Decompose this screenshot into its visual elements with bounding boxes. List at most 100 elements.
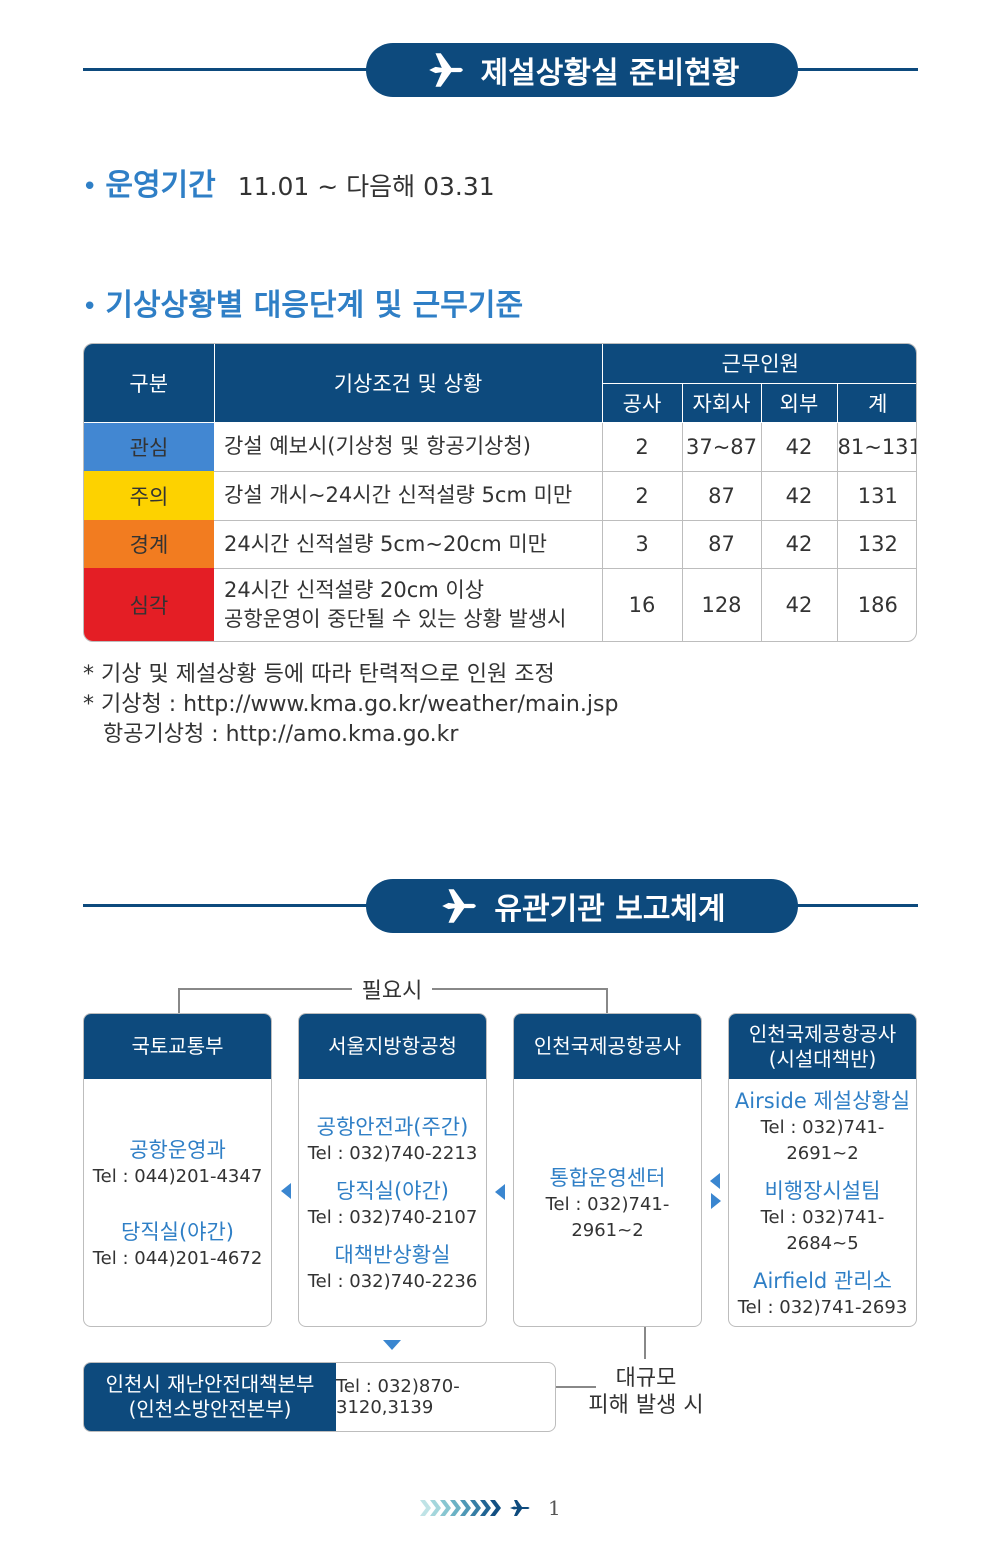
org-name: 서울지방항공청 <box>328 1034 457 1058</box>
value-cell: 42 <box>761 422 838 472</box>
section-header-prep: 제설상황실 준비현황 <box>83 43 918 97</box>
header-sub-total: 계 <box>837 383 916 423</box>
large-connector-vertical <box>644 1327 646 1359</box>
org-header: 국토교통부 <box>84 1014 271 1079</box>
value-cell: 2 <box>602 422 683 472</box>
org-body: 통합운영센터 Tel : 032)741-2961~2 <box>514 1079 701 1326</box>
condition-line: 공항운영이 중단될 수 있는 상황 발생시 <box>224 607 567 632</box>
bullet-dot: • <box>82 292 98 322</box>
header-sub-external: 외부 <box>761 383 838 423</box>
org-header: 인천국제공항공사 <box>514 1014 701 1079</box>
arrow-left-icon <box>495 1184 505 1200</box>
condition-line: 24시간 신적설량 20cm 이상 <box>224 578 485 603</box>
operation-label: 운영기간 <box>105 168 216 203</box>
staffing-table: 구분 기상조건 및 상황 근무인원 공사 자회사 외부 계 관심 강설 예보시(… <box>83 343 917 642</box>
level-cell: 경계 <box>84 520 214 568</box>
org-iiac-facility: 인천국제공항공사 (시설대책반) Airside 제설상황실 Tel : 032… <box>728 1013 917 1327</box>
dept-tel: Tel : 032)740-2213 <box>307 1142 478 1164</box>
section-title: 제설상황실 준비현황 <box>480 56 740 91</box>
dept-tel: Tel : 044)201-4672 <box>92 1247 263 1269</box>
level-cell: 주의 <box>84 471 214 520</box>
page-footer: 1 <box>420 1496 561 1520</box>
dept-tel: Tel : 032)740-2107 <box>307 1206 478 1228</box>
dept-name: 공항운영과 <box>129 1137 226 1162</box>
header-sub-corp: 공사 <box>602 383 683 423</box>
org-subname: (인천소방안전본부) <box>128 1397 292 1421</box>
value-cell: 42 <box>761 520 838 569</box>
section-header-reporting: 유관기관 보고체계 <box>83 879 918 933</box>
table-row: 주의 강설 개시∼24시간 신적설량 5cm 미만 2 87 42 131 <box>84 471 916 521</box>
value-cell: 131 <box>837 471 916 521</box>
dept-name: 당직실(야간) <box>121 1219 234 1244</box>
org-body: 공항안전과(주간) Tel : 032)740-2213 당직실(야간) Tel… <box>299 1079 486 1326</box>
large-damage-label: 대규모 피해 발생 시 <box>582 1365 710 1419</box>
arrow-right-icon <box>711 1193 721 1209</box>
value-cell: 128 <box>682 568 762 641</box>
dept-tel: Tel : 032)741-2691~2 <box>760 1116 885 1164</box>
header-pill: 제설상황실 준비현황 <box>366 43 798 97</box>
bullet-dot: • <box>82 172 98 202</box>
org-iiac: 인천국제공항공사 통합운영센터 Tel : 032)741-2961~2 <box>513 1013 702 1327</box>
header-sub-subsidiary: 자회사 <box>682 383 762 423</box>
level-cell: 심각 <box>84 568 214 641</box>
table-notes: * 기상 및 제설상황 등에 따라 탄력적으로 인원 조정 * 기상청 : ht… <box>83 660 618 750</box>
note-kma-link[interactable]: * 기상청 : http://www.kma.go.kr/weather/mai… <box>83 692 619 717</box>
chevron-arrows-icon <box>420 1500 530 1516</box>
org-header: 인천시 재난안전대책본부 (인천소방안전본부) <box>84 1363 336 1431</box>
header-pill: 유관기관 보고체계 <box>366 879 798 933</box>
criteria-label: 기상상황별 대응단계 및 근무기준 <box>105 288 524 323</box>
org-tel: Tel : 032)870-3120,3139 <box>336 1376 460 1418</box>
org-header: 서울지방항공청 <box>299 1014 486 1079</box>
page-number: 1 <box>548 1496 561 1520</box>
org-name: 인천국제공항공사 <box>748 1021 897 1046</box>
org-molit: 국토교통부 공항운영과 Tel : 044)201-4347 당직실(야간) T… <box>83 1013 272 1327</box>
value-cell: 2 <box>602 471 683 521</box>
arrow-down-icon <box>383 1340 401 1350</box>
dept-tel: Tel : 032)740-2236 <box>307 1270 478 1292</box>
airplane-icon <box>442 889 477 923</box>
table-row: 관심 강설 예보시(기상청 및 항공기상청) 2 37~87 42 81~131 <box>84 422 916 472</box>
header-condition: 기상조건 및 상황 <box>214 344 603 423</box>
dept-tel: Tel : 032)741-2684~5 <box>760 1206 885 1254</box>
dept-tel: Tel : 044)201-4347 <box>92 1165 263 1187</box>
value-cell: 16 <box>602 568 683 641</box>
airplane-icon <box>428 53 463 87</box>
table-row: 심각 24시간 신적설량 20cm 이상 공항운영이 중단될 수 있는 상황 발… <box>84 568 916 641</box>
dept-name: 대책반상황실 <box>334 1242 451 1267</box>
org-body: Airside 제설상황실 Tel : 032)741-2691~2 비행장시설… <box>729 1079 916 1326</box>
condition-cell: 24시간 신적설량 5cm∼20cm 미만 <box>214 520 603 569</box>
need-connector-right <box>606 988 608 1014</box>
value-cell: 3 <box>602 520 683 569</box>
value-cell: 42 <box>761 471 838 521</box>
org-name: 국토교통부 <box>131 1034 224 1058</box>
large-damage-line: 대규모 <box>615 1366 677 1391</box>
dept-name: 당직실(야간) <box>336 1178 449 1203</box>
dept-name: 통합운영센터 <box>549 1165 666 1190</box>
note-staffing: * 기상 및 제설상황 등에 따라 탄력적으로 인원 조정 <box>83 662 555 687</box>
condition-cell: 강설 예보시(기상청 및 항공기상청) <box>214 422 603 472</box>
value-cell: 186 <box>857 593 898 618</box>
dept-name: Airside 제설상황실 <box>734 1088 911 1113</box>
section-title: 유관기관 보고체계 <box>494 892 726 927</box>
header-staff: 근무인원 <box>602 344 916 384</box>
condition-cell: 24시간 신적설량 20cm 이상 공항운영이 중단될 수 있는 상황 발생시 <box>214 568 603 641</box>
org-body: 공항운영과 Tel : 044)201-4347 당직실(야간) Tel : 0… <box>84 1079 271 1326</box>
value-cell: 81~131 <box>837 422 916 472</box>
org-incheon-disaster: 인천시 재난안전대책본부 (인천소방안전본부) Tel : 032)870-31… <box>83 1362 556 1432</box>
value-cell: 132 <box>837 520 916 569</box>
level-cell: 관심 <box>84 422 214 471</box>
operation-value: 11.01 ~ 다음해 03.31 <box>237 172 495 201</box>
need-label: 필요시 <box>352 973 432 1005</box>
note-amo-link[interactable]: 항공기상청 : http://amo.kma.go.kr <box>103 722 459 747</box>
condition-cell: 강설 개시∼24시간 신적설량 5cm 미만 <box>214 471 603 521</box>
table-row: 경계 24시간 신적설량 5cm∼20cm 미만 3 87 42 132 <box>84 520 916 569</box>
operation-period: • 운영기간 11.01 ~ 다음해 03.31 <box>82 160 495 204</box>
large-connector-horizontal <box>556 1386 596 1388</box>
value-cell: 42 <box>761 568 838 641</box>
org-name: 인천시 재난안전대책본부 <box>105 1372 315 1396</box>
dept-tel: Tel : 032)741-2961~2 <box>545 1193 670 1241</box>
dept-name: 비행장시설팀 <box>764 1178 881 1203</box>
need-connector-left <box>178 988 180 1014</box>
arrow-left-icon <box>710 1173 720 1189</box>
dept-name: Airfield 관리소 <box>753 1268 892 1293</box>
